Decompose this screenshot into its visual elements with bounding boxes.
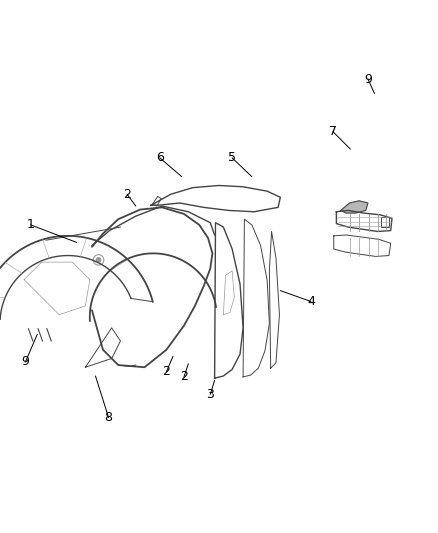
Text: 5: 5 bbox=[228, 151, 236, 164]
Text: 6: 6 bbox=[156, 151, 164, 164]
Text: 8: 8 bbox=[105, 411, 113, 424]
Text: 2: 2 bbox=[123, 188, 131, 201]
Text: 2: 2 bbox=[162, 365, 170, 378]
Polygon shape bbox=[341, 201, 368, 213]
Text: 7: 7 bbox=[329, 125, 337, 138]
Text: 9: 9 bbox=[364, 72, 372, 85]
Bar bbox=[381, 217, 389, 227]
Circle shape bbox=[96, 258, 101, 262]
Text: 4: 4 bbox=[307, 295, 315, 308]
Text: 9: 9 bbox=[21, 356, 29, 368]
Text: 3: 3 bbox=[206, 388, 214, 401]
Text: 1: 1 bbox=[27, 219, 35, 231]
Text: 2: 2 bbox=[180, 370, 188, 383]
